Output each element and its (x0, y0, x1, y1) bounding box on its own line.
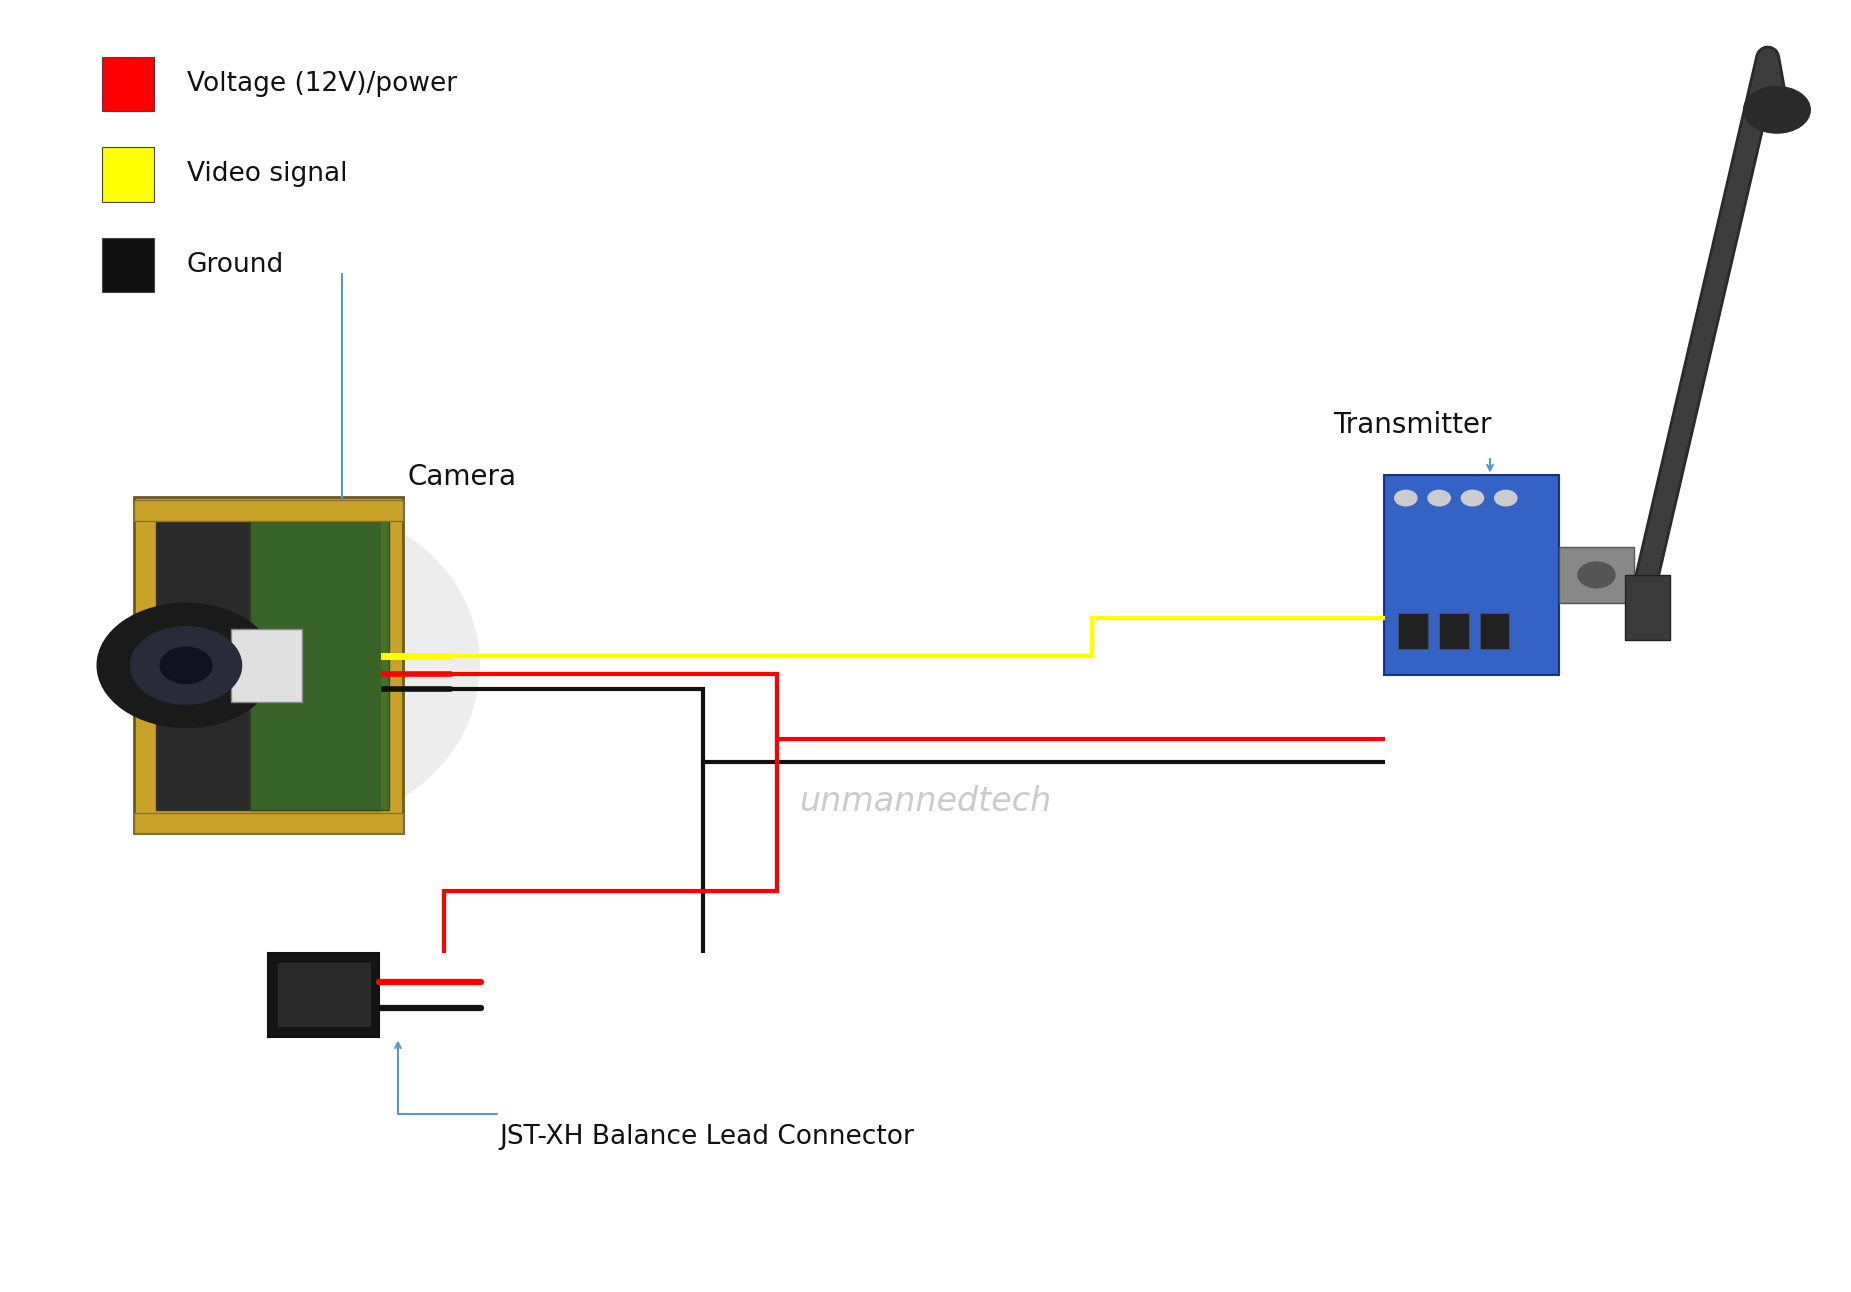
Bar (250, 521, 389, 810)
Bar (1399, 612, 1429, 649)
Bar (278, 964, 370, 1026)
Text: JST-XH Balance Lead Connector: JST-XH Balance Lead Connector (500, 1124, 914, 1150)
Bar (1559, 547, 1633, 603)
Bar (102, 238, 154, 292)
Circle shape (1396, 491, 1418, 505)
Circle shape (1462, 491, 1485, 505)
Circle shape (1496, 491, 1518, 505)
Bar (231, 629, 302, 702)
Bar (155, 521, 381, 810)
Text: Transmitter: Transmitter (1333, 411, 1492, 439)
Bar (102, 147, 154, 202)
Text: unmannedtech: unmannedtech (800, 784, 1051, 818)
Ellipse shape (131, 506, 479, 826)
Text: Ground: Ground (187, 252, 285, 278)
Bar (1440, 612, 1470, 649)
Bar (1481, 612, 1510, 649)
Circle shape (1429, 491, 1451, 505)
Circle shape (1577, 562, 1614, 588)
Text: Voltage (12V)/power: Voltage (12V)/power (187, 71, 457, 97)
Text: Video signal: Video signal (187, 162, 348, 187)
Bar (135, 497, 402, 833)
Bar (102, 57, 154, 111)
Bar (1383, 475, 1559, 674)
Circle shape (98, 603, 274, 727)
Circle shape (1744, 87, 1810, 133)
Bar (135, 813, 402, 833)
Bar (1625, 575, 1670, 640)
Text: Camera: Camera (407, 463, 516, 491)
Circle shape (130, 627, 241, 704)
Bar (135, 500, 402, 521)
Bar (268, 953, 379, 1036)
Circle shape (161, 647, 213, 683)
